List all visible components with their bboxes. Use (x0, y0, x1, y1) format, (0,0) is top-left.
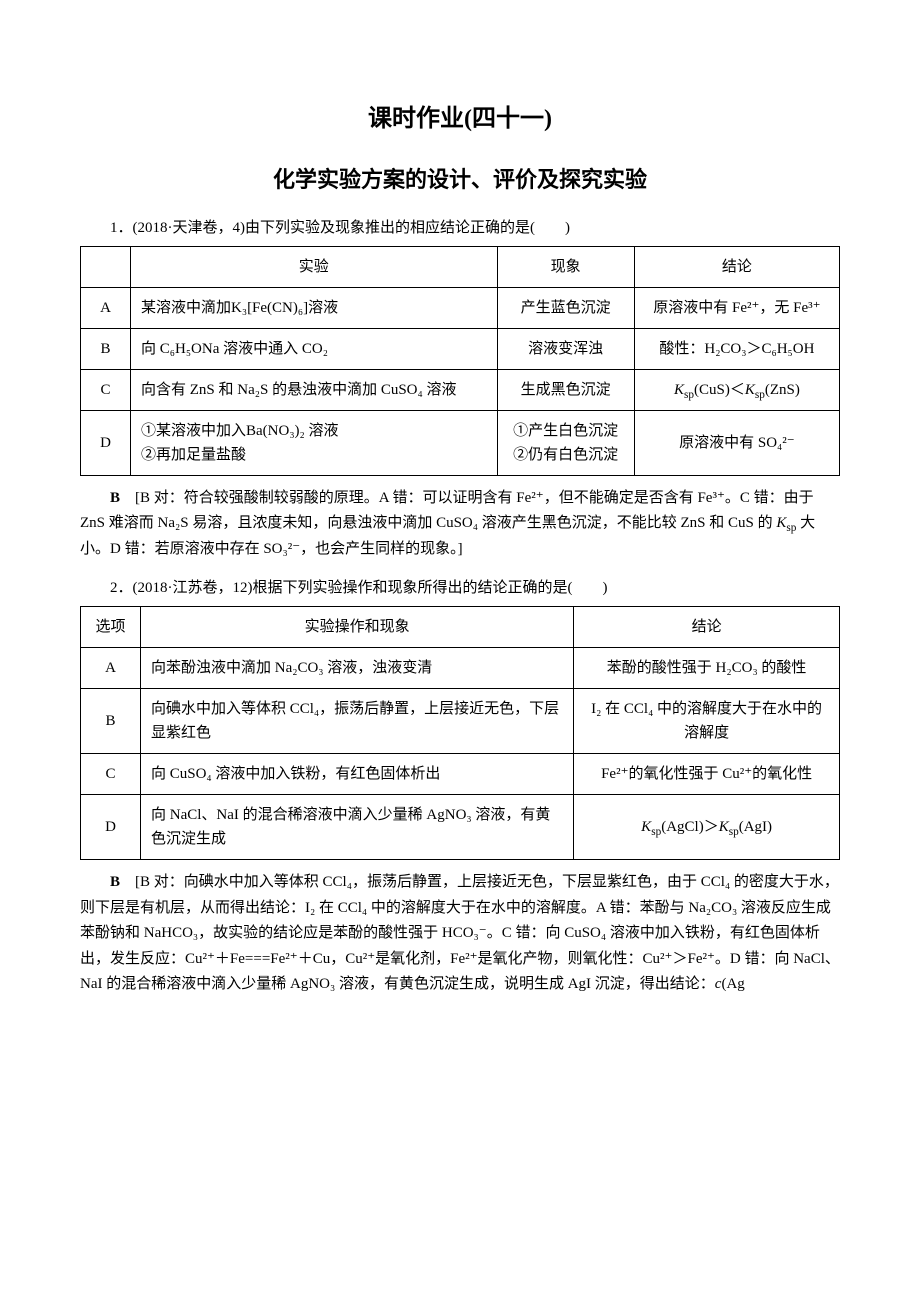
table-row: D①某溶液中加入Ba(NO₃)₂ 溶液②再加足量盐酸①产生白色沉淀②仍有白色沉淀… (81, 410, 840, 475)
q2-intro: 2．(2018·江苏卷，12)根据下列实验操作和现象所得出的结论正确的是( ) (80, 576, 840, 600)
page-subtitle: 化学实验方案的设计、评价及探究实验 (80, 162, 840, 197)
q2-answer: B (110, 874, 120, 890)
operation-cell: 向 CuSO₄ 溶液中加入铁粉，有红色固体析出 (141, 754, 574, 795)
operation-cell: 向碘水中加入等体积 CCl₄，振荡后静置，上层接近无色，下层显紫红色 (141, 689, 574, 754)
q1-explanation: B [B 对：符合较强酸制较弱酸的原理。A 错：可以证明含有 Fe²⁺，但不能确… (80, 486, 840, 563)
conclusion-cell: 酸性：H₂CO₃＞C₆H₅OH (634, 328, 839, 369)
row-label: C (81, 369, 131, 410)
experiment-cell: ①某溶液中加入Ba(NO₃)₂ 溶液②再加足量盐酸 (131, 410, 498, 475)
table-header-row: 选项 实验操作和现象 结论 (81, 607, 840, 648)
q2-explanation-text: [B 对：向碘水中加入等体积 CCl₄，振荡后静置，上层接近无色，下层显紫红色，… (80, 874, 840, 992)
row-label: A (81, 287, 131, 328)
phenomenon-cell: 生成黑色沉淀 (497, 369, 634, 410)
q1-h0 (81, 246, 131, 287)
table-row: C向 CuSO₄ 溶液中加入铁粉，有红色固体析出Fe²⁺的氧化性强于 Cu²⁺的… (81, 754, 840, 795)
conclusion-cell: Fe²⁺的氧化性强于 Cu²⁺的氧化性 (574, 754, 840, 795)
phenomenon-cell: ①产生白色沉淀②仍有白色沉淀 (497, 410, 634, 475)
q1-h1: 实验 (131, 246, 498, 287)
experiment-cell: 向含有 ZnS 和 Na₂S 的悬浊液中滴加 CuSO₄ 溶液 (131, 369, 498, 410)
experiment-cell: 某溶液中滴加K₃[Fe(CN)₆]溶液 (131, 287, 498, 328)
conclusion-cell: I₂ 在 CCl₄ 中的溶解度大于在水中的溶解度 (574, 689, 840, 754)
q1-h2: 现象 (497, 246, 634, 287)
conclusion-cell: 原溶液中有 SO₄²⁻ (634, 410, 839, 475)
q1-table: 实验 现象 结论 A某溶液中滴加K₃[Fe(CN)₆]溶液产生蓝色沉淀原溶液中有… (80, 246, 840, 476)
operation-cell: 向 NaCl、NaI 的混合稀溶液中滴入少量稀 AgNO₃ 溶液，有黄色沉淀生成 (141, 795, 574, 860)
q2-h2: 结论 (574, 607, 840, 648)
row-label: D (81, 795, 141, 860)
conclusion-cell: Ksp(CuS)＜Ksp(ZnS) (634, 369, 839, 410)
phenomenon-cell: 溶液变浑浊 (497, 328, 634, 369)
row-label: D (81, 410, 131, 475)
table-row: A某溶液中滴加K₃[Fe(CN)₆]溶液产生蓝色沉淀原溶液中有 Fe²⁺，无 F… (81, 287, 840, 328)
q1-answer: B (110, 490, 120, 506)
conclusion-cell: Ksp(AgCl)＞Ksp(AgI) (574, 795, 840, 860)
q2-explanation: B [B 对：向碘水中加入等体积 CCl₄，振荡后静置，上层接近无色，下层显紫红… (80, 870, 840, 998)
q2-h1: 实验操作和现象 (141, 607, 574, 648)
table-row: C向含有 ZnS 和 Na₂S 的悬浊液中滴加 CuSO₄ 溶液生成黑色沉淀Ks… (81, 369, 840, 410)
row-label: B (81, 689, 141, 754)
conclusion-cell: 原溶液中有 Fe²⁺，无 Fe³⁺ (634, 287, 839, 328)
row-label: B (81, 328, 131, 369)
operation-cell: 向苯酚浊液中滴加 Na₂CO₃ 溶液，浊液变清 (141, 648, 574, 689)
table-row: A向苯酚浊液中滴加 Na₂CO₃ 溶液，浊液变清苯酚的酸性强于 H₂CO₃ 的酸… (81, 648, 840, 689)
table-row: B向碘水中加入等体积 CCl₄，振荡后静置，上层接近无色，下层显紫红色I₂ 在 … (81, 689, 840, 754)
table-row: D向 NaCl、NaI 的混合稀溶液中滴入少量稀 AgNO₃ 溶液，有黄色沉淀生… (81, 795, 840, 860)
table-header-row: 实验 现象 结论 (81, 246, 840, 287)
conclusion-cell: 苯酚的酸性强于 H₂CO₃ 的酸性 (574, 648, 840, 689)
q1-intro: 1．(2018·天津卷，4)由下列实验及现象推出的相应结论正确的是( ) (80, 216, 840, 240)
row-label: C (81, 754, 141, 795)
phenomenon-cell: 产生蓝色沉淀 (497, 287, 634, 328)
q1-explanation-text: [B 对：符合较强酸制较弱酸的原理。A 错：可以证明含有 Fe²⁺，但不能确定是… (80, 490, 815, 557)
row-label: A (81, 648, 141, 689)
experiment-cell: 向 C₆H₅ONa 溶液中通入 CO₂ (131, 328, 498, 369)
q2-table: 选项 实验操作和现象 结论 A向苯酚浊液中滴加 Na₂CO₃ 溶液，浊液变清苯酚… (80, 606, 840, 860)
q2-h0: 选项 (81, 607, 141, 648)
page-title: 课时作业(四十一) (80, 100, 840, 138)
q1-h3: 结论 (634, 246, 839, 287)
table-row: B向 C₆H₅ONa 溶液中通入 CO₂溶液变浑浊酸性：H₂CO₃＞C₆H₅OH (81, 328, 840, 369)
